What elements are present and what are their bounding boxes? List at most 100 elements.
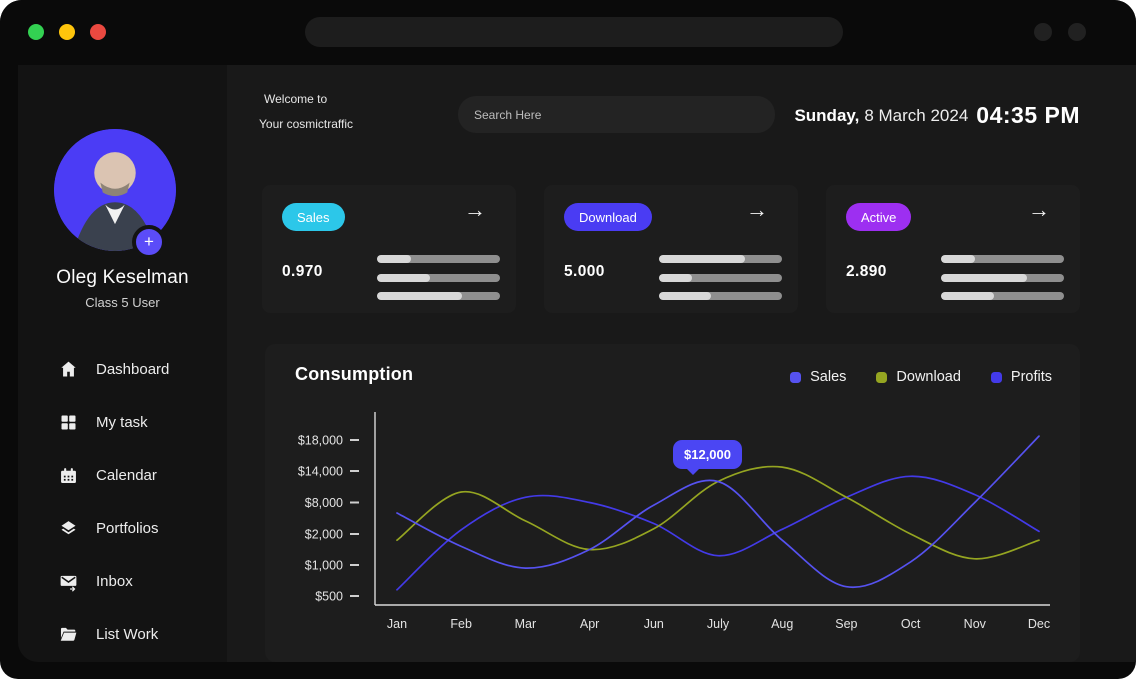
- sidebar-item-inbox[interactable]: Inbox: [18, 555, 227, 608]
- red-traffic-light-icon[interactable]: [90, 24, 106, 40]
- folder-icon: [60, 627, 77, 641]
- profile-role: Class 5 User: [85, 295, 160, 310]
- traffic-lights: [28, 24, 106, 40]
- stat-value: 2.890: [846, 263, 887, 280]
- legend-item-profits[interactable]: Profits: [990, 369, 1052, 385]
- add-status-button[interactable]: +: [132, 225, 166, 259]
- avatar[interactable]: [54, 129, 176, 251]
- welcome-text-line1: Welcome to: [264, 92, 328, 106]
- x-tick-label: Nov: [964, 617, 987, 631]
- legend-dot-icon: [990, 371, 1002, 383]
- sidebar-item-list-work[interactable]: List Work: [18, 608, 227, 661]
- x-tick-label: Dec: [1028, 617, 1050, 631]
- sidebar-item-label: Calendar: [96, 467, 157, 484]
- x-tick-label: Apr: [580, 617, 599, 631]
- date-day: Sunday,: [794, 105, 860, 125]
- x-tick-label: July: [707, 617, 730, 631]
- consumption-chart-panel: Consumption Sales Download Profits $18,000…: [265, 344, 1080, 662]
- series-line-download: [396, 465, 1040, 560]
- legend-label: Download: [896, 369, 961, 385]
- progress-bar: [659, 255, 782, 263]
- progress-bars: [377, 255, 500, 311]
- sidebar-item-label: My task: [96, 414, 148, 431]
- legend-item-sales[interactable]: Sales: [790, 369, 846, 385]
- y-tick-label: $2,000: [305, 528, 343, 542]
- y-tick-label: $1,000: [305, 559, 343, 573]
- legend-dot-icon: [790, 371, 802, 383]
- progress-bar: [377, 292, 500, 300]
- sidebar-item-label: Dashboard: [96, 361, 170, 378]
- grid-icon: [61, 415, 76, 430]
- x-tick-label: Sep: [835, 617, 857, 631]
- stat-card-active: Active → 2.890: [826, 185, 1080, 313]
- progress-bar: [377, 255, 500, 263]
- date-full: 8 March 2024: [864, 105, 969, 125]
- green-traffic-light-icon[interactable]: [28, 24, 44, 40]
- x-tick-label: Aug: [771, 617, 793, 631]
- chart-title: Consumption: [295, 364, 414, 384]
- progress-bar: [377, 273, 500, 282]
- legend-label: Profits: [1010, 369, 1052, 385]
- sidebar-nav: Dashboard My task Calendar Portfolios Inbox L…: [18, 343, 227, 661]
- home-icon: [61, 361, 76, 377]
- welcome-text-line2: Your cosmictraffic: [259, 117, 354, 131]
- arrow-right-icon[interactable]: →: [1028, 197, 1050, 222]
- sidebar-item-dashboard[interactable]: Dashboard: [18, 343, 227, 396]
- sidebar: + Oleg Keselman Class 5 User Dashboard My…: [18, 65, 227, 662]
- sidebar-item-label: Inbox: [96, 573, 133, 590]
- main-content: Welcome to Your cosmictraffic Sunday, 8 …: [227, 65, 1136, 662]
- time: 04:35 PM: [976, 102, 1080, 128]
- titlebar-button-2[interactable]: [1068, 23, 1086, 41]
- y-tick-label: $500: [315, 590, 343, 604]
- x-tick-label: Mar: [515, 617, 537, 631]
- inbox-icon: [60, 575, 77, 592]
- x-tick-label: Oct: [901, 617, 921, 631]
- stat-card-sales: Sales → 0.970: [262, 185, 516, 313]
- titlebar-button-1[interactable]: [1034, 23, 1052, 41]
- legend-item-download[interactable]: Download: [876, 369, 961, 385]
- stat-value: 5.000: [564, 263, 605, 280]
- sidebar-item-calendar[interactable]: Calendar: [18, 449, 227, 502]
- x-tick-label: Jan: [387, 617, 407, 631]
- y-tick-label: $18,000: [298, 434, 343, 448]
- download-badge: Download: [564, 203, 652, 231]
- stat-value: 0.970: [282, 263, 323, 280]
- layers-icon: [61, 521, 76, 535]
- series-line-profits: [396, 475, 1040, 591]
- sidebar-item-portfolios[interactable]: Portfolios: [18, 502, 227, 555]
- profile-name: Oleg Keselman: [56, 267, 189, 288]
- stat-card-download: Download → 5.000: [544, 185, 798, 313]
- progress-bars: [941, 255, 1064, 311]
- progress-bar: [941, 292, 1064, 300]
- arrow-right-icon[interactable]: →: [746, 197, 768, 222]
- datetime: Sunday, 8 March 2024 04:35 PM: [794, 102, 1080, 129]
- sidebar-item-my-task[interactable]: My task: [18, 396, 227, 449]
- y-tick-label: $8,000: [305, 496, 343, 510]
- sidebar-item-label: List Work: [96, 626, 159, 643]
- progress-bar: [941, 273, 1064, 282]
- avatar-photo: [54, 129, 176, 251]
- progress-bar: [941, 255, 1064, 263]
- search-input[interactable]: [458, 96, 775, 133]
- address-bar[interactable]: [305, 17, 843, 47]
- progress-bars: [659, 255, 782, 311]
- active-badge: Active: [846, 203, 912, 231]
- consumption-line-chart: $18,000 $14,000 $8,000 $2,000 $1,000 $500 Jan F…: [298, 412, 1050, 631]
- calendar-icon: [61, 468, 76, 483]
- legend-label: Sales: [810, 369, 847, 385]
- x-tick-label: Feb: [450, 617, 472, 631]
- progress-bar: [659, 292, 782, 300]
- chart-tooltip: $12,000: [673, 439, 742, 475]
- progress-bar: [659, 273, 782, 282]
- series-line-sales: [396, 435, 1040, 589]
- x-tick-label: Jun: [644, 617, 664, 631]
- arrow-right-icon[interactable]: →: [464, 197, 486, 222]
- sales-badge: Sales: [282, 203, 345, 231]
- sidebar-item-label: Portfolios: [96, 520, 159, 537]
- y-tick-label: $14,000: [298, 465, 343, 479]
- window-titlebar: [0, 0, 1136, 65]
- yellow-traffic-light-icon[interactable]: [59, 24, 75, 40]
- chart-legend: Sales Download Profits: [790, 369, 1052, 385]
- legend-dot-icon: [876, 371, 888, 383]
